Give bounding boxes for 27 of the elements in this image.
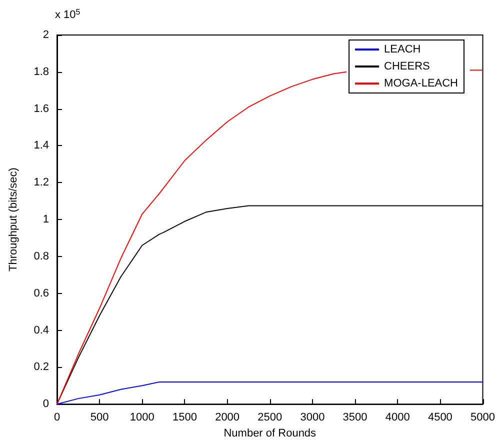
y-axis-title: Throughput (bits/sec) [8, 168, 20, 272]
x-tick-label: 1000 [130, 412, 154, 424]
x-tick-label: 5000 [470, 412, 496, 424]
x-tick-label: 2500 [258, 412, 282, 424]
y-tick-label: 2 [42, 29, 49, 41]
x-tick-label: 3000 [300, 412, 325, 424]
y-tick-label: 0.2 [34, 361, 49, 374]
x-tick-label: 1500 [172, 412, 197, 424]
x-tick-label: 0 [54, 412, 60, 424]
y-tick-label: 0.4 [34, 324, 49, 336]
y-tick-label: 0.6 [34, 287, 49, 300]
x-tick-label: 4000 [385, 412, 410, 424]
x-tick-label: 2000 [215, 412, 240, 424]
legend-label: LEACH [384, 44, 421, 56]
x-tick-label: 4500 [428, 412, 452, 424]
legend-label: MOGA-LEACH [384, 78, 458, 90]
y-tick-label: 1.2 [34, 176, 49, 189]
x-tick-label: 500 [90, 412, 109, 424]
y-tick-label: 1.6 [34, 102, 49, 115]
x-tick-label: 3500 [342, 412, 368, 424]
legend-label: CHEERS [384, 60, 430, 72]
y-tick-label: 1 [42, 214, 49, 226]
y-tick-label: 0 [42, 398, 49, 410]
x-axis-title: Number of Rounds [224, 428, 317, 440]
y-tick-label: 1.8 [34, 66, 49, 78]
y-tick-label: 0.8 [34, 250, 49, 262]
y-tick-label: 1.4 [34, 140, 49, 152]
